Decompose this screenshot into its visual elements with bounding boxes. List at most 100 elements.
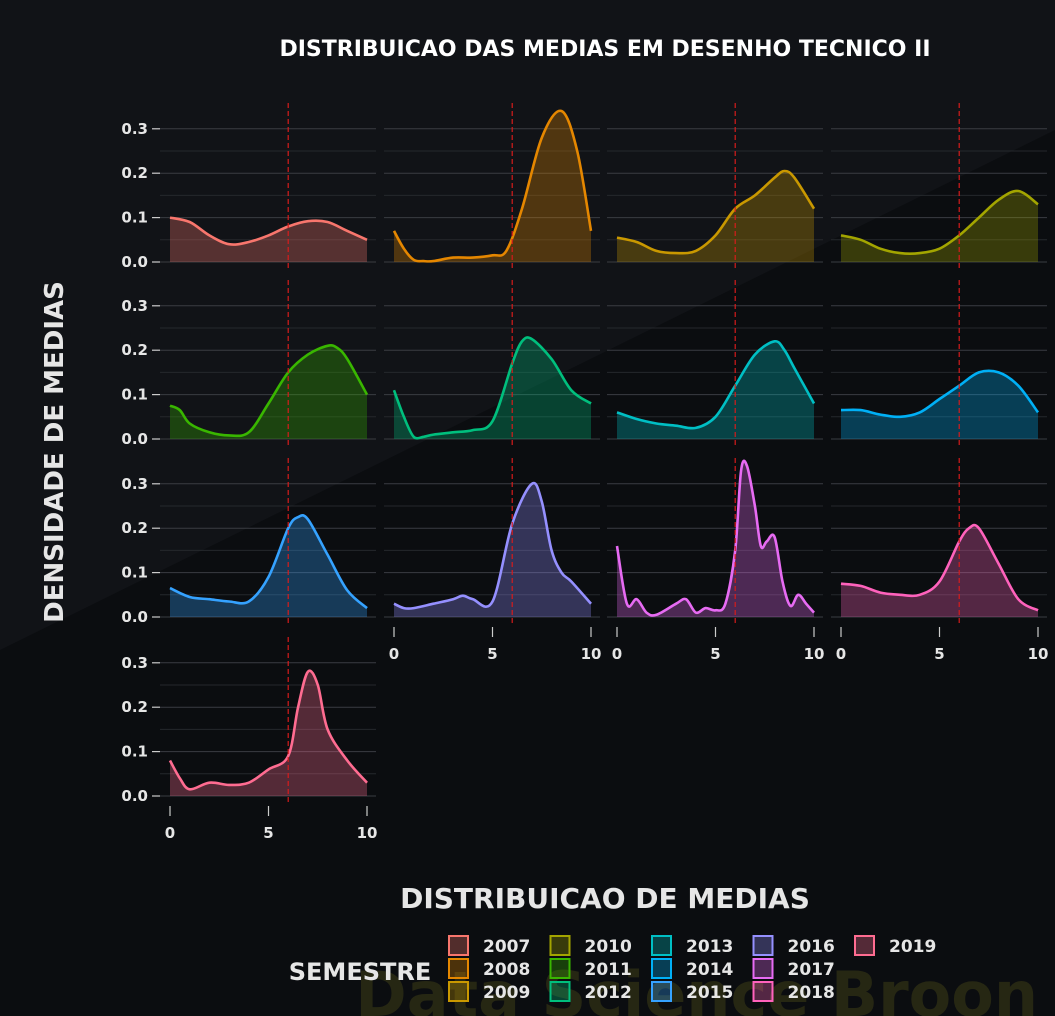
legend-item-2013: 2013 — [651, 935, 733, 957]
density-area-2015 — [170, 515, 367, 617]
x-tick-label: 5 — [934, 645, 944, 663]
y-tick-label: 0.0 — [121, 430, 148, 448]
y-tick-label: 0.2 — [121, 341, 148, 359]
chart-title: DISTRIBUICAO DAS MEDIAS EM DESENHO TECNI… — [279, 37, 930, 62]
legend-swatch — [549, 935, 571, 956]
density-line-2014 — [840, 369, 1040, 419]
legend-label: 2016 — [788, 937, 835, 957]
y-tick-label: 0.3 — [121, 120, 148, 138]
density-area-2007 — [170, 217, 367, 262]
legend-item-2016: 2016 — [752, 935, 835, 957]
facet-panel-2011: 0.0 0.1 0.2 0.3 — [121, 280, 376, 448]
y-tick-label: 0.3 — [121, 475, 148, 493]
legend-swatch — [651, 958, 672, 979]
x-tick-label: 10 — [804, 645, 825, 663]
legend-swatch — [854, 935, 875, 956]
facet-panel-2016: 0 5 10 — [384, 458, 601, 663]
y-tick-label: 0.0 — [121, 787, 148, 805]
facet-panel-2019: 0.0 0.1 0.2 0.3 0 5 10 — [121, 637, 377, 842]
legend-swatch — [651, 981, 672, 1002]
facet-panel-2014 — [831, 280, 1047, 445]
density-line-2018 — [840, 523, 1039, 612]
density-area-2019 — [170, 670, 367, 796]
y-tick-label: 0.0 — [121, 608, 148, 626]
density-line-2008 — [392, 109, 593, 263]
facet-panel-2010 — [831, 103, 1047, 268]
x-tick-label: 10 — [581, 645, 602, 663]
legend: SEMESTRE 2007 2008 2009 2010 2011 2012 2013 201… — [289, 935, 936, 1003]
density-line-2019 — [168, 669, 368, 791]
legend-label: 2008 — [483, 960, 530, 980]
y-tick-label: 0.3 — [121, 297, 148, 315]
legend-item-2019: 2019 — [854, 935, 936, 957]
facet-panel-2017: 0 5 10 — [607, 458, 824, 663]
density-line-2012 — [392, 336, 592, 440]
legend-item-2007: 2007 — [448, 935, 530, 957]
density-line-2013 — [616, 339, 816, 430]
density-area-2017 — [617, 460, 814, 617]
density-line-2007 — [169, 216, 368, 246]
y-tick-label: 0.0 — [121, 253, 148, 271]
legend-item-2017: 2017 — [752, 958, 835, 980]
y-tick-label: 0.2 — [121, 698, 148, 716]
x-axis-title: DISTRIBUICAO DE MEDIAS — [400, 882, 810, 915]
legend-item-2010: 2010 — [549, 935, 632, 957]
y-tick-label: 0.2 — [121, 164, 148, 182]
density-area-2018 — [841, 525, 1038, 617]
density-area-2012 — [394, 337, 591, 439]
density-area-2009 — [617, 171, 814, 262]
density-area-2013 — [617, 341, 814, 439]
x-tick-label: 0 — [836, 645, 846, 663]
y-tick-label: 0.1 — [121, 386, 148, 404]
facet-panel-2008 — [384, 103, 600, 268]
legend-item-2009: 2009 — [448, 981, 530, 1003]
legend-label: 2013 — [686, 937, 733, 957]
facet-panel-2012 — [384, 280, 600, 445]
x-tick-label: 0 — [612, 645, 622, 663]
legend-swatch — [549, 958, 571, 979]
legend-label: 2018 — [788, 983, 835, 1003]
density-area-2016 — [394, 483, 591, 617]
y-tick-label: 0.3 — [121, 654, 148, 672]
legend-swatch — [448, 958, 469, 979]
legend-item-2012: 2012 — [549, 981, 632, 1003]
legend-label: 2014 — [686, 960, 733, 980]
legend-swatch — [752, 935, 774, 956]
legend-item-2018: 2018 — [752, 981, 835, 1003]
density-line-2010 — [840, 189, 1039, 255]
y-axis-title: DENSIDADE DE MEDIAS — [40, 281, 70, 623]
y-tick-label: 0.1 — [121, 564, 148, 582]
legend-label: 2017 — [788, 960, 835, 980]
y-tick-label: 0.1 — [121, 743, 148, 761]
density-line-2015 — [169, 513, 368, 610]
legend-swatch — [448, 935, 469, 956]
x-tick-label: 0 — [389, 645, 399, 663]
density-area-2014 — [841, 370, 1038, 439]
x-tick-label: 5 — [263, 824, 273, 842]
legend-swatch — [752, 958, 774, 979]
y-tick-label: 0.1 — [121, 209, 148, 227]
facet-panel-2009 — [607, 103, 823, 268]
legend-label: 2015 — [686, 983, 733, 1003]
density-area-2008 — [394, 110, 591, 262]
facet-panel-2015: 0.0 0.1 0.2 0.3 — [121, 458, 376, 626]
legend-label: 2010 — [585, 937, 632, 957]
legend-title: SEMESTRE — [289, 958, 432, 986]
x-tick-label: 5 — [487, 645, 497, 663]
x-tick-label: 10 — [1028, 645, 1049, 663]
facet-panels: 0.0 0.1 0.2 0.3 0.0 0.1 0.2 0.3 0.0 0.1 0.2 0.3 0 5 10… — [121, 103, 1048, 842]
x-tick-label: 5 — [710, 645, 720, 663]
legend-item-2008: 2008 — [448, 958, 530, 980]
legend-label: 2011 — [585, 960, 632, 980]
density-area-2011 — [170, 345, 367, 439]
facet-panel-2018: 0 5 10 — [831, 458, 1048, 663]
legend-swatch — [752, 981, 774, 1002]
density-line-2016 — [393, 481, 592, 610]
legend-item-2011: 2011 — [549, 958, 632, 980]
facet-panel-2013 — [607, 280, 823, 445]
facet-panel-2007: 0.0 0.1 0.2 0.3 — [121, 103, 376, 271]
x-tick-label: 10 — [357, 824, 378, 842]
legend-item-2015: 2015 — [651, 981, 733, 1003]
density-line-2009 — [616, 169, 816, 255]
